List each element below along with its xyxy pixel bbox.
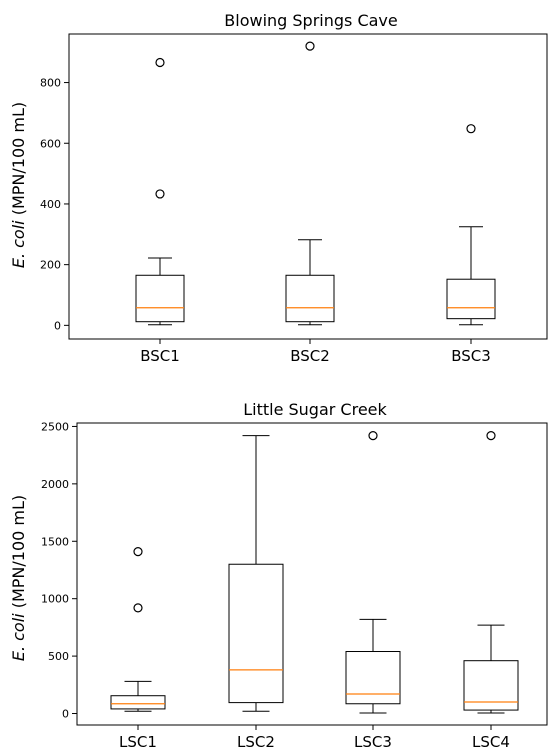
panel-little-sugar-creek: Little Sugar Creek E. coli (MPN/100 mL) … (9, 400, 548, 751)
box (446, 278, 496, 320)
y-tick-label: 600 (40, 137, 61, 150)
box (345, 651, 401, 705)
y-tick-label: 2500 (41, 420, 69, 433)
chart-title: Little Sugar Creek (243, 400, 387, 419)
chart-title: Blowing Springs Cave (224, 11, 397, 30)
box (285, 274, 335, 323)
box (135, 274, 185, 323)
x-tick-label: BSC3 (451, 347, 491, 365)
outlier-point (368, 431, 378, 441)
y-tick-label: 400 (40, 198, 61, 211)
y-tick-label: 0 (62, 708, 69, 721)
x-tick-label: BSC1 (140, 347, 180, 365)
x-tick-label: LSC1 (119, 733, 157, 751)
y-tick-label: 800 (40, 77, 61, 90)
x-tick-label: LSC2 (237, 733, 275, 751)
y-tick-label: 1000 (41, 593, 69, 606)
plot-frame (76, 422, 548, 726)
box-marks (110, 431, 519, 714)
x-ticks: BSC1 BSC2 BSC3 (140, 339, 491, 365)
outlier-point (305, 41, 315, 51)
y-tick-label: 1500 (41, 535, 69, 548)
outlier-point (486, 431, 496, 441)
box-marks (135, 41, 496, 326)
x-tick-label: LSC4 (472, 733, 510, 751)
y-axis-label-unit: (MPN/100 mL) (9, 495, 28, 614)
plot-frame (68, 33, 548, 340)
outlier-point (133, 603, 143, 613)
x-ticks: LSC1 LSC2 LSC3 LSC4 (119, 725, 510, 751)
y-tick-label: 2000 (41, 478, 69, 491)
box (228, 563, 284, 704)
box (110, 695, 166, 710)
y-axis-label-italic: E. coli (9, 220, 28, 268)
outlier-point (466, 124, 476, 134)
y-axis-label-italic: E. coli (9, 613, 28, 661)
y-axis-label: E. coli (MPN/100 mL) (9, 102, 28, 268)
y-axis-label: E. coli (MPN/100 mL) (9, 495, 28, 661)
panel-blowing-springs-cave: Blowing Springs Cave E. coli (MPN/100 mL… (9, 11, 548, 365)
y-tick-label: 200 (40, 259, 61, 272)
y-ticks: 0 500 1000 1500 2000 2500 (41, 420, 77, 721)
x-tick-label: BSC2 (290, 347, 330, 365)
outlier-point (155, 189, 165, 199)
outlier-point (155, 57, 165, 68)
outlier-point (133, 547, 143, 557)
box (463, 660, 519, 711)
y-ticks: 0 200 400 600 800 (40, 77, 69, 332)
y-axis-label-unit: (MPN/100 mL) (9, 102, 28, 221)
x-tick-label: LSC3 (354, 733, 392, 751)
y-tick-label: 0 (54, 319, 61, 332)
y-tick-label: 500 (48, 650, 69, 663)
